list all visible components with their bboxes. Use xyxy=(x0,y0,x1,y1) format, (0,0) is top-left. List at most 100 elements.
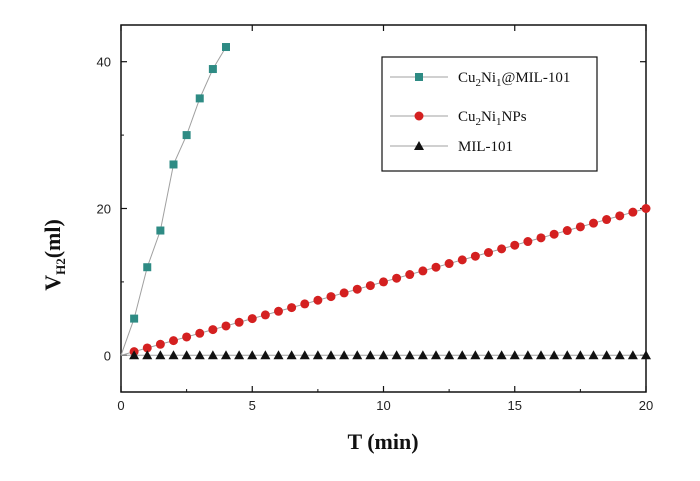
series-line xyxy=(120,46,227,356)
data-point xyxy=(522,350,533,360)
data-point xyxy=(156,226,165,235)
legend-label-part: Cu xyxy=(458,70,476,86)
data-point xyxy=(549,350,560,360)
data-point xyxy=(181,350,192,360)
data-point xyxy=(247,350,258,360)
legend-label-part: 2 xyxy=(476,116,482,128)
data-point xyxy=(404,350,415,360)
data-point xyxy=(286,350,297,360)
data-point xyxy=(142,350,153,360)
legend-label-part: 1 xyxy=(496,116,502,128)
data-point xyxy=(457,255,467,265)
data-point xyxy=(221,350,231,360)
data-point xyxy=(431,262,441,272)
data-point xyxy=(444,259,454,269)
data-point xyxy=(417,350,428,360)
data-point xyxy=(365,350,376,360)
legend-label-part: 2 xyxy=(476,77,482,89)
data-point xyxy=(142,343,152,353)
data-point xyxy=(155,350,166,360)
data-point xyxy=(602,215,612,225)
data-point xyxy=(601,350,612,360)
data-point xyxy=(352,284,362,294)
legend-marker xyxy=(415,73,423,81)
data-point xyxy=(549,229,559,239)
data-point xyxy=(169,336,178,346)
data-point xyxy=(169,160,178,169)
data-point xyxy=(143,263,152,272)
data-point xyxy=(168,350,179,360)
data-point xyxy=(234,350,245,360)
y-axis-title-unit: (ml) xyxy=(40,219,65,258)
data-point xyxy=(182,131,191,140)
data-point xyxy=(326,292,336,302)
data-point xyxy=(562,350,573,360)
data-point xyxy=(208,325,218,335)
series-3 xyxy=(121,350,651,360)
data-point xyxy=(129,350,140,360)
x-tick-label: 5 xyxy=(249,398,256,413)
data-point xyxy=(497,244,507,254)
data-point xyxy=(222,43,230,52)
legend-label-part: 1 xyxy=(496,77,502,89)
legend-label-part: @MIL-101 xyxy=(502,70,571,86)
series-2 xyxy=(120,204,651,357)
data-point xyxy=(392,273,402,283)
data-point xyxy=(536,233,546,243)
data-point xyxy=(391,350,402,360)
legend-label: Cu2Ni1@MIL-101 xyxy=(458,70,570,89)
data-point xyxy=(312,350,323,360)
data-point xyxy=(470,350,481,360)
legend-marker xyxy=(414,141,424,150)
data-point xyxy=(575,222,585,232)
data-point xyxy=(509,350,520,360)
data-point xyxy=(418,266,428,276)
data-point xyxy=(405,270,415,280)
data-point xyxy=(339,288,349,298)
legend-label-part: NPs xyxy=(502,109,527,125)
legend-label-part: Ni xyxy=(481,109,496,125)
legend-label: Cu2Ni1NPs xyxy=(458,109,527,128)
series-1 xyxy=(120,43,230,356)
data-point xyxy=(523,237,533,247)
data-point xyxy=(379,277,388,287)
data-point xyxy=(589,218,598,228)
data-point xyxy=(221,321,231,331)
data-point xyxy=(247,314,257,324)
legend-label-part: Cu xyxy=(458,109,476,125)
data-point xyxy=(155,339,165,349)
legend-label-part: Ni xyxy=(481,70,496,86)
legend-marker xyxy=(414,111,424,121)
data-point xyxy=(483,350,494,360)
x-axis-title: T (min) xyxy=(347,429,418,454)
data-point xyxy=(641,350,651,360)
legend-label-part: MIL-101 xyxy=(458,139,513,155)
data-point xyxy=(431,350,441,360)
data-point xyxy=(287,303,297,313)
data-point xyxy=(614,350,625,360)
data-point xyxy=(484,248,493,258)
data-point xyxy=(562,226,572,236)
y-tick-label: 40 xyxy=(97,55,111,70)
data-point xyxy=(641,204,651,213)
y-axis-title-sub: H2 xyxy=(53,258,68,275)
data-point xyxy=(628,207,638,217)
data-point xyxy=(195,94,204,103)
data-point xyxy=(536,350,546,360)
data-point xyxy=(444,350,455,360)
data-point xyxy=(274,306,283,316)
y-tick-label: 20 xyxy=(97,202,111,217)
data-point xyxy=(300,299,310,309)
data-point xyxy=(496,350,507,360)
data-point xyxy=(208,65,217,74)
data-point xyxy=(615,211,625,221)
x-tick-label: 15 xyxy=(508,398,522,413)
data-point xyxy=(575,350,586,360)
y-tick-label: 0 xyxy=(104,348,111,363)
data-point xyxy=(378,350,389,360)
data-point xyxy=(130,314,139,323)
data-point xyxy=(457,350,468,360)
data-point xyxy=(627,350,638,360)
